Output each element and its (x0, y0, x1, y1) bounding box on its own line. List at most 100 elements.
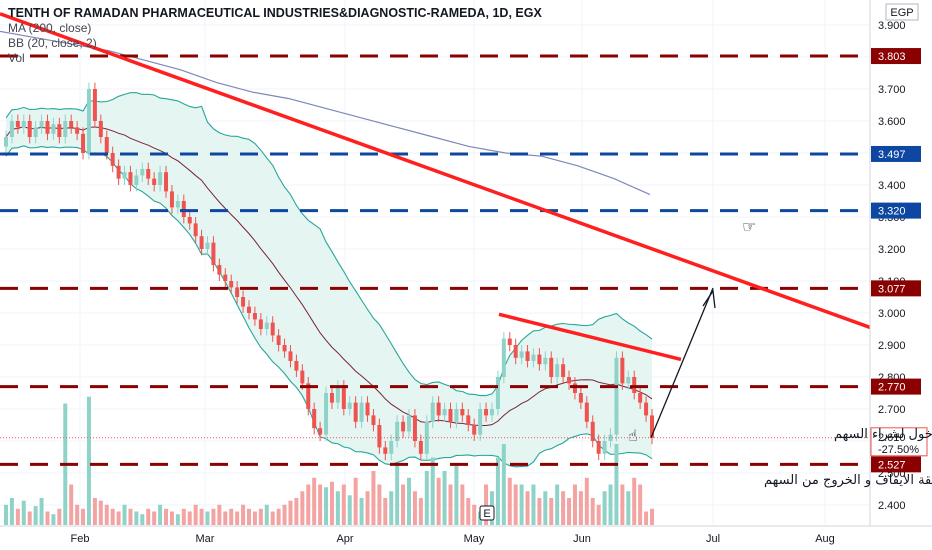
candle-body (318, 428, 323, 435)
candle-body (92, 89, 97, 121)
candle-body (104, 137, 109, 153)
currency-label: EGP (890, 7, 913, 19)
price-tick-label: 3.200 (878, 244, 906, 256)
candle-body (312, 409, 317, 429)
exit-zone-label: منطقة الايقاف و الخروج من السهم (764, 473, 932, 488)
candle-body (15, 121, 20, 128)
minor-downtrend-line[interactable] (498, 312, 682, 362)
candle-body (258, 319, 263, 329)
candle-body (395, 421, 400, 441)
volume-bar (104, 504, 109, 525)
last-price-tag[interactable] (870, 427, 928, 457)
level-tag-2.527[interactable] (871, 456, 921, 473)
volume-bar (39, 498, 44, 525)
candle-body (146, 169, 151, 179)
candle-body (33, 127, 38, 137)
volume-bar (407, 477, 412, 525)
price-tick-label: 3.600 (878, 116, 906, 128)
candle-body (241, 297, 246, 307)
volume-bar (442, 471, 447, 525)
volume-bar (21, 500, 26, 525)
candle-body (353, 402, 358, 422)
level-tag-label: 3.497 (878, 149, 906, 161)
volume-bar (614, 444, 619, 525)
candle-body (418, 441, 423, 454)
candle-body (531, 354, 536, 361)
volume-bar (347, 495, 352, 525)
candle-body (448, 409, 453, 422)
volume-bars (4, 396, 654, 525)
annotation-texts: منطقة الدخول لشراء السهم منطقة الايقاف و… (764, 427, 932, 488)
volume-bar (501, 444, 506, 525)
major-downtrend-line[interactable] (0, 12, 932, 352)
ma-line (0, 30, 651, 196)
target-arrow-head[interactable] (702, 289, 716, 309)
volume-bar (51, 514, 56, 525)
volume-bar (525, 491, 530, 525)
volume-bar (359, 498, 364, 525)
currency-badge[interactable] (885, 3, 919, 21)
price-axis[interactable]: 3.9003.8003.7003.6003.5003.4003.3003.200… (869, 0, 932, 550)
candle-body (442, 409, 447, 416)
level-tag-3.077[interactable] (871, 280, 921, 297)
volume-bar (353, 477, 358, 525)
volume-bar (531, 484, 536, 525)
volume-bar (448, 484, 453, 525)
candle-body (454, 409, 459, 422)
legend-bb[interactable]: BB (20, close, 2) (8, 36, 97, 50)
level-tag-label: 3.320 (878, 206, 906, 218)
volume-bar (193, 504, 198, 525)
candle-body (229, 281, 234, 288)
time-tick-label: Mar (196, 533, 215, 545)
legend-vol[interactable]: Vol (8, 51, 25, 65)
candle-body (644, 402, 649, 416)
candle-body (270, 322, 275, 336)
hand-pointer-icon: ☝ (628, 426, 638, 445)
volume-bar (507, 477, 512, 525)
candle-body (359, 402, 364, 422)
volume-bar (377, 484, 382, 525)
time-axis[interactable]: Feb Mar Apr May Jun Jul Aug (0, 525, 932, 550)
candle-body (513, 345, 518, 358)
price-tick-label: 2.900 (878, 340, 906, 352)
candle-body (187, 217, 192, 224)
symbol-title[interactable]: TENTH OF RAMADAN PHARMACEUTICAL INDUSTRI… (8, 6, 542, 20)
trend-drawings[interactable]: ☞ ☝ E (0, 12, 932, 521)
price-tick-label: 3.700 (878, 84, 906, 96)
candle-body (98, 121, 103, 137)
horizontal-levels[interactable] (0, 54, 870, 466)
level-tag-3.497[interactable] (871, 145, 921, 162)
volume-bar (164, 508, 169, 525)
candle-body (495, 377, 500, 409)
volume-bar (217, 504, 222, 525)
level-tag-3.803[interactable] (871, 48, 921, 65)
volume-bar (223, 511, 228, 525)
target-arrow-line[interactable] (650, 287, 714, 439)
level-tag-2.770[interactable] (871, 378, 921, 395)
time-axis-background (0, 526, 932, 550)
level-tag-label: 2.527 (878, 459, 906, 471)
level-tag-label: 3.077 (878, 283, 906, 295)
volume-bar (110, 508, 115, 525)
earnings-marker-box[interactable] (479, 505, 495, 521)
volume-bar (45, 511, 50, 525)
legend-ma[interactable]: MA (200, close) (8, 21, 92, 35)
volume-bar (365, 491, 370, 525)
candle-body (324, 393, 329, 435)
candle-body (608, 434, 613, 441)
candle-body (347, 402, 352, 409)
volume-bar (86, 396, 91, 525)
volume-bar (543, 491, 548, 525)
candle-body (650, 415, 654, 438)
volume-bar (246, 508, 251, 525)
candle-body (519, 351, 524, 358)
level-tag-3.320[interactable] (871, 202, 921, 219)
candle-body (555, 364, 560, 377)
change-pct-label: -27.50% (878, 444, 919, 456)
volume-bar (75, 504, 80, 525)
level-tag-label: 3.803 (878, 51, 906, 63)
candle-body (484, 409, 489, 416)
volume-bar (252, 511, 257, 525)
candle-body (57, 124, 62, 137)
